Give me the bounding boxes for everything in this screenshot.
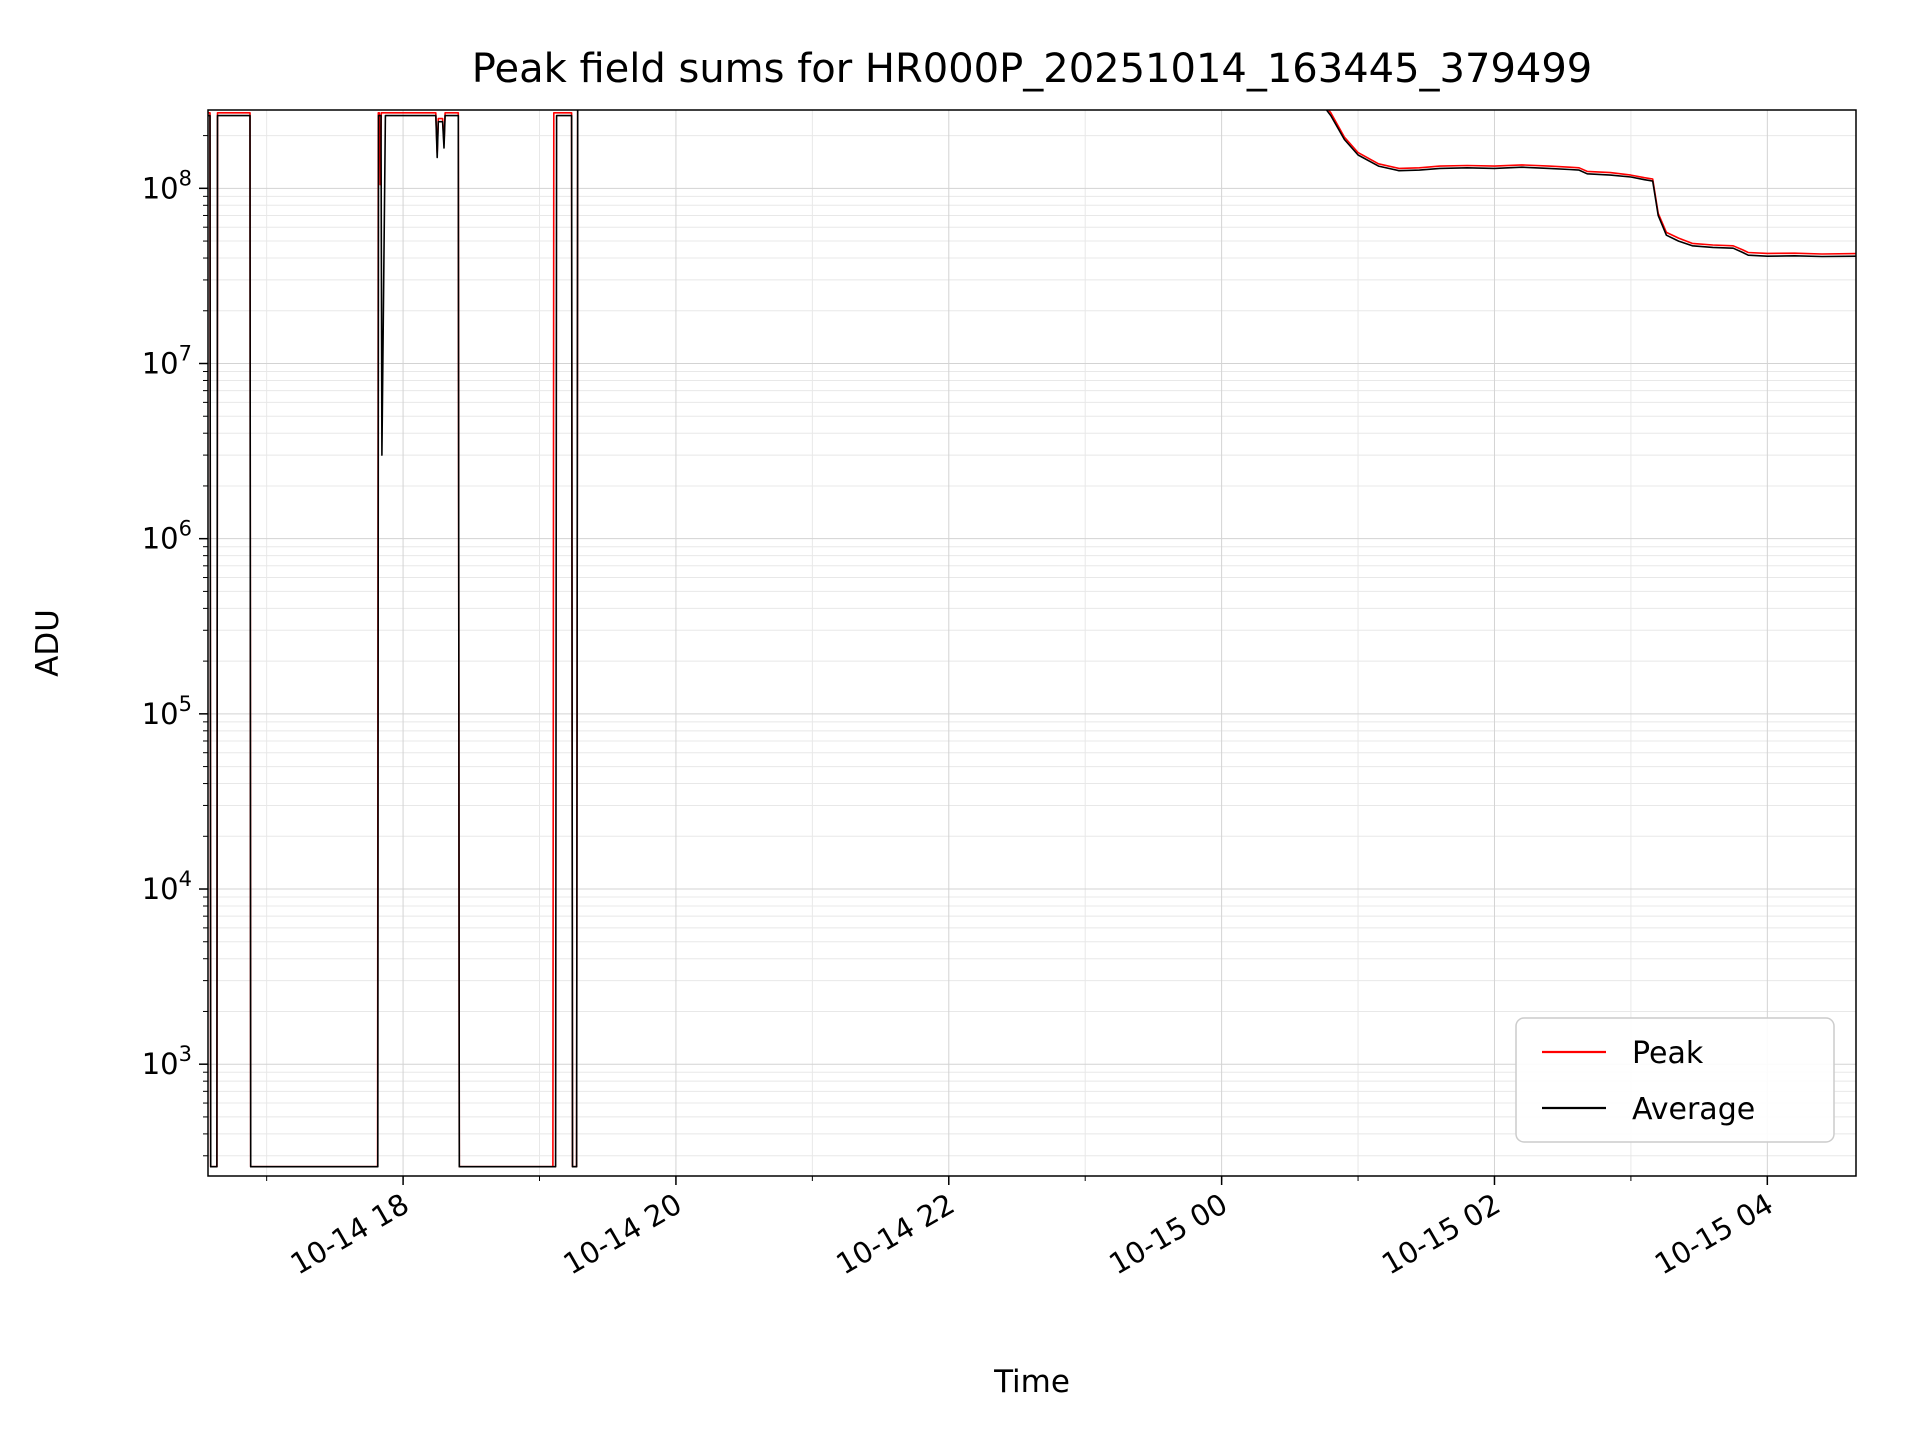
y-tick-label: 104 [142,867,192,906]
plot-area [208,110,1856,1176]
y-tick-label: 107 [142,342,192,381]
chart-title: Peak field sums for HR000P_20251014_1634… [472,46,1592,92]
series-group [208,110,1856,1168]
y-tick-label: 106 [142,517,192,556]
legend-label-peak: Peak [1632,1036,1704,1071]
y-axis: 103 104 105 106 107 108 [142,135,208,1157]
y-tick-label: 108 [142,166,192,205]
y-tick-label: 103 [142,1042,192,1081]
y-axis-label: ADU [30,609,66,677]
average-line [208,110,1856,1168]
legend-label-average: Average [1632,1092,1755,1127]
legend-box [1515,1017,1835,1143]
peak-line [208,110,1856,1168]
x-axis-label: Time [993,1364,1070,1400]
legend: Peak Average [1515,1017,1835,1143]
y-tick-label: 105 [142,692,192,731]
plot-border [207,109,1857,1177]
